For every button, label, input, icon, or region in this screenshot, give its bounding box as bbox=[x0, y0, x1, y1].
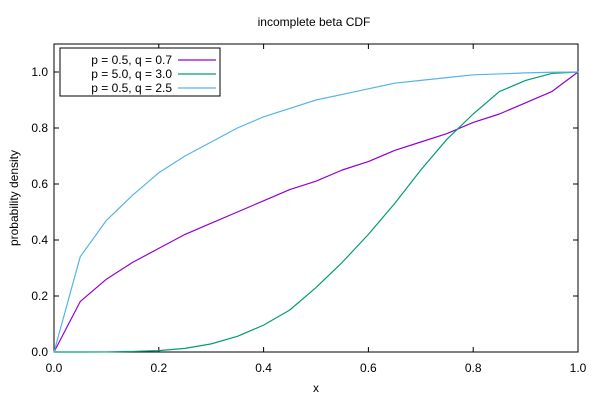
legend-label-3: p = 0.5, q = 2.5 bbox=[91, 81, 172, 95]
chart-title: incomplete beta CDF bbox=[258, 15, 371, 29]
ticks-layer: 0.0 0.2 0.4 0.6 0.8 1.0 0.0 0.2 0.4 0.6 0.8 1.0 bbox=[31, 44, 587, 375]
legend-label-2: p = 5.0, q = 3.0 bbox=[91, 67, 172, 81]
x-axis-label: x bbox=[313, 381, 319, 395]
x-tick-label: 0.6 bbox=[360, 361, 377, 375]
y-tick-label: 0.4 bbox=[31, 233, 48, 247]
series-line-2 bbox=[53, 71, 579, 353]
series-line-3 bbox=[53, 71, 579, 353]
x-tick-label: 0.2 bbox=[150, 361, 167, 375]
y-tick-label: 1.0 bbox=[31, 65, 48, 79]
series-line-1 bbox=[53, 71, 579, 353]
y-tick-label: 0.6 bbox=[31, 177, 48, 191]
plot-frame bbox=[53, 43, 579, 353]
y-tick-label: 0.0 bbox=[31, 345, 48, 359]
y-axis-label: probability density bbox=[7, 150, 21, 246]
x-tick-label: 1.0 bbox=[570, 361, 587, 375]
legend-label-1: p = 0.5, q = 0.7 bbox=[91, 53, 172, 67]
x-tick-label: 0.8 bbox=[465, 361, 482, 375]
series-layer bbox=[53, 71, 579, 353]
x-tick-label: 0.0 bbox=[46, 361, 63, 375]
x-tick-label: 0.4 bbox=[255, 361, 272, 375]
y-tick-label: 0.8 bbox=[31, 121, 48, 135]
y-tick-label: 0.2 bbox=[31, 289, 48, 303]
legend: p = 0.5, q = 0.7p = 5.0, q = 3.0p = 0.5,… bbox=[59, 47, 221, 97]
